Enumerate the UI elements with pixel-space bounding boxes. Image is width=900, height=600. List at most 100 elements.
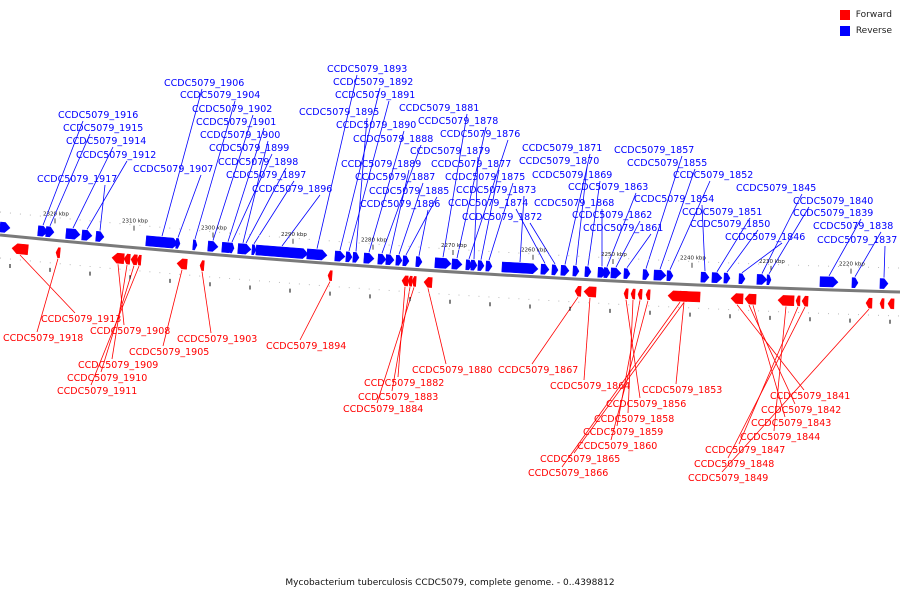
gene-label-reverse[interactable]: CCDC5079_1873 [456, 185, 536, 196]
gene-label-forward[interactable]: CCDC5079_1864 [550, 381, 630, 392]
gene-label-forward[interactable]: CCDC5079_1847 [705, 445, 785, 456]
gene-forward-1882[interactable] [401, 275, 409, 287]
gene-forward-1843[interactable] [749, 293, 757, 305]
gene-forward-1905[interactable] [176, 258, 188, 270]
gene-forward-1860[interactable] [645, 289, 651, 301]
gene-reverse-1897[interactable] [251, 244, 257, 256]
gene-reverse-1839[interactable] [819, 276, 839, 288]
gene-reverse-unlabeled[interactable] [0, 221, 11, 233]
gene-reverse-1896[interactable] [255, 244, 309, 259]
gene-label-reverse[interactable]: CCDC5079_1850 [690, 219, 770, 230]
gene-label-reverse[interactable]: CCDC5079_1854 [634, 194, 714, 205]
gene-reverse-1917[interactable] [95, 230, 105, 242]
gene-label-forward[interactable]: CCDC5079_1918 [3, 333, 83, 344]
gene-label-reverse[interactable]: CCDC5079_1907 [133, 164, 213, 175]
gene-label-forward[interactable]: CCDC5079_1856 [606, 399, 686, 410]
gene-label-reverse[interactable]: CCDC5079_1916 [58, 110, 138, 121]
gene-reverse-1877[interactable] [477, 260, 485, 271]
gene-label-forward[interactable]: CCDC5079_1909 [78, 360, 158, 371]
gene-reverse-1886[interactable] [415, 256, 423, 267]
gene-reverse-1872[interactable] [551, 264, 559, 276]
gene-label-reverse[interactable]: CCDC5079_1917 [37, 174, 117, 185]
gene-reverse-1878[interactable] [451, 258, 463, 270]
gene-label-reverse[interactable]: CCDC5079_1857 [614, 145, 694, 156]
gene-forward-1849[interactable] [865, 297, 873, 309]
gene-label-forward[interactable]: CCDC5079_1894 [266, 341, 346, 352]
gene-forward-1883[interactable] [407, 275, 413, 287]
gene-label-forward[interactable]: CCDC5079_1859 [583, 427, 663, 438]
gene-reverse-1891[interactable] [345, 251, 353, 263]
gene-reverse-1876[interactable] [465, 259, 473, 271]
gene-label-reverse[interactable]: CCDC5079_1851 [682, 207, 762, 218]
gene-label-reverse[interactable]: CCDC5079_1845 [736, 183, 816, 194]
gene-forward-1853[interactable] [680, 291, 688, 302]
gene-label-reverse[interactable]: CCDC5079_1877 [431, 159, 511, 170]
gene-label-reverse[interactable]: CCDC5079_1838 [813, 221, 893, 232]
gene-label-forward[interactable]: CCDC5079_1860 [577, 441, 657, 452]
gene-reverse-1895[interactable] [352, 251, 360, 263]
gene-reverse-1852[interactable] [666, 270, 674, 281]
gene-forward-1911[interactable] [136, 254, 142, 266]
gene-label-reverse[interactable]: CCDC5079_1874 [448, 198, 528, 209]
gene-label-forward[interactable]: CCDC5079_1865 [540, 454, 620, 465]
gene-label-reverse[interactable]: CCDC5079_1901 [196, 117, 276, 128]
gene-reverse-1862[interactable] [610, 267, 622, 279]
gene-reverse-1837[interactable] [879, 278, 889, 289]
gene-label-forward[interactable]: CCDC5079_1883 [358, 392, 438, 403]
gene-forward-1856[interactable] [623, 288, 629, 299]
gene-forward-1858[interactable] [630, 288, 636, 300]
gene-label-forward[interactable]: CCDC5079_1866 [528, 468, 608, 479]
gene-label-reverse[interactable]: CCDC5079_1878 [418, 116, 498, 127]
gene-label-reverse[interactable]: CCDC5079_1846 [725, 232, 805, 243]
gene-label-reverse[interactable]: CCDC5079_1902 [192, 104, 272, 115]
gene-reverse-1869[interactable] [584, 266, 592, 277]
gene-label-reverse[interactable]: CCDC5079_1886 [360, 199, 440, 210]
gene-reverse-1888[interactable] [377, 253, 387, 265]
gene-reverse-1879[interactable] [470, 259, 478, 271]
gene-forward-1903[interactable] [199, 260, 205, 271]
gene-label-reverse[interactable]: CCDC5079_1892 [333, 77, 413, 88]
gene-reverse-1915[interactable] [45, 226, 55, 238]
gene-label-forward[interactable]: CCDC5079_1858 [594, 414, 674, 425]
gene-label-reverse[interactable]: CCDC5079_1861 [583, 223, 663, 234]
gene-forward-1859[interactable] [637, 289, 643, 300]
gene-reverse-1863[interactable] [603, 267, 611, 278]
gene-reverse-1845[interactable] [756, 274, 768, 285]
gene-label-forward[interactable]: CCDC5079_1903 [177, 334, 257, 345]
gene-forward-1880[interactable] [423, 277, 433, 288]
gene-forward-1909[interactable] [123, 253, 131, 265]
gene-label-reverse[interactable]: CCDC5079_1897 [226, 170, 306, 181]
gene-reverse-1890[interactable] [363, 252, 375, 264]
gene-reverse-1838[interactable] [851, 277, 859, 288]
gene-reverse-1870[interactable] [572, 265, 580, 277]
gene-label-reverse[interactable]: CCDC5079_1895 [299, 107, 379, 118]
gene-label-reverse[interactable]: CCDC5079_1840 [793, 196, 873, 207]
gene-forward-1864[interactable] [583, 286, 597, 298]
gene-reverse-1885[interactable] [402, 255, 410, 267]
gene-reverse-1857[interactable] [642, 269, 650, 280]
gene-label-reverse[interactable]: CCDC5079_1855 [627, 158, 707, 169]
gene-label-reverse[interactable]: CCDC5079_1900 [200, 130, 280, 141]
gene-reverse-1916[interactable] [37, 225, 49, 237]
gene-label-forward[interactable]: CCDC5079_1880 [412, 365, 492, 376]
gene-reverse-1914[interactable] [65, 228, 81, 240]
gene-label-reverse[interactable]: CCDC5079_1887 [355, 172, 435, 183]
gene-label-forward[interactable]: CCDC5079_1849 [688, 473, 768, 484]
gene-reverse-1873[interactable] [501, 261, 539, 274]
gene-reverse-1861[interactable] [623, 268, 631, 279]
gene-label-reverse[interactable]: CCDC5079_1896 [252, 184, 332, 195]
gene-reverse-1846[interactable] [738, 273, 746, 285]
gene-forward-1910[interactable] [130, 254, 138, 266]
gene-label-reverse[interactable]: CCDC5079_1852 [673, 170, 753, 181]
gene-label-reverse[interactable]: CCDC5079_1891 [335, 90, 415, 101]
gene-label-forward[interactable]: CCDC5079_1913 [41, 314, 121, 325]
gene-label-reverse[interactable]: CCDC5079_1839 [793, 208, 873, 219]
gene-label-reverse[interactable]: CCDC5079_1870 [519, 156, 599, 167]
gene-label-reverse[interactable]: CCDC5079_1862 [572, 210, 652, 221]
gene-forward-1918[interactable] [55, 247, 61, 259]
gene-reverse-1912[interactable] [81, 229, 93, 241]
gene-label-reverse[interactable]: CCDC5079_1869 [532, 170, 612, 181]
gene-label-forward[interactable]: CCDC5079_1853 [642, 385, 722, 396]
gene-reverse-1887[interactable] [395, 254, 403, 266]
gene-label-reverse[interactable]: CCDC5079_1875 [445, 172, 525, 183]
